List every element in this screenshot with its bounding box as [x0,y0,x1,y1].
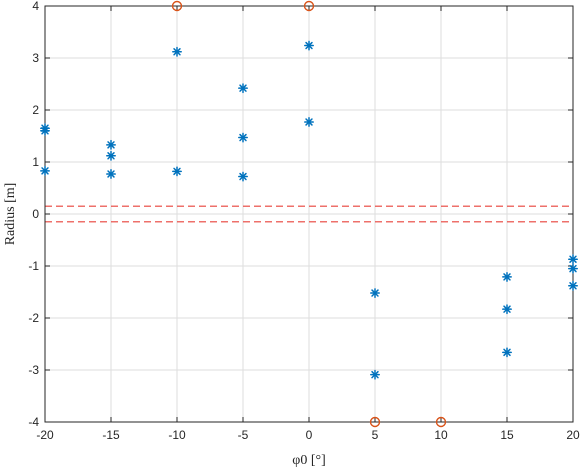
x-tick-label: 5 [372,428,379,442]
star-stroke [239,172,247,181]
x-tick-label: 0 [306,428,313,442]
star-stroke [569,282,577,290]
star-point [370,288,380,298]
star-stroke [173,48,181,56]
star-point [502,304,512,315]
star-point [106,150,116,161]
star-point [238,132,248,143]
star-stroke [503,273,511,281]
star-point [502,347,512,358]
star-point [304,40,314,51]
star-stroke [107,152,115,160]
x-tick-label: 15 [500,428,514,442]
star-stroke [239,84,247,92]
star-stroke [107,141,115,149]
x-tick-label: 10 [434,428,448,442]
star-point [40,165,50,176]
x-tick-label: -15 [102,428,120,442]
star-point [568,254,578,265]
y-tick-label: -3 [28,363,39,377]
circle-point [171,0,183,12]
star-stroke [569,264,577,273]
star-point [40,125,50,136]
x-axis-label: φ0 [°] [292,453,326,468]
circle-point [303,0,315,12]
star-point [106,169,116,179]
star-stroke [107,170,115,178]
x-tick-label: 20 [566,428,580,442]
y-tick-label: 0 [32,207,39,221]
y-axis-label: Radius [m] [3,183,18,246]
y-tick-label: 3 [32,51,39,65]
circle-point [435,416,447,428]
star-stroke [305,118,313,126]
x-tick-label: -5 [238,428,249,442]
grid [44,5,574,423]
star-point [502,271,512,282]
star-stroke [371,370,379,379]
y-tick-label: -2 [28,311,39,325]
star-point [568,280,578,291]
markers [40,0,578,428]
star-stroke [569,255,577,263]
circle-point [369,416,381,428]
y-tick-label: 2 [32,103,39,117]
star-point [304,117,314,127]
star-stroke [239,133,247,142]
star-stroke [173,167,181,176]
star-point [370,369,380,380]
star-point [238,83,248,94]
x-tick-label: -10 [168,428,186,442]
star-stroke [503,348,511,357]
reference-lines [45,205,573,223]
x-tick-label: -20 [36,428,54,442]
star-stroke [41,127,49,135]
star-stroke [503,305,511,313]
ticks [44,5,574,423]
star-point [106,139,116,150]
star-stroke [305,41,313,50]
star-stroke [371,289,379,297]
star-point [172,166,182,177]
star-point [172,46,182,57]
star-stroke [41,167,49,175]
star-point [568,263,578,274]
y-tick-label: 4 [32,0,39,13]
y-tick-label: -4 [28,415,39,429]
y-tick-label: 1 [32,155,39,169]
star-point [238,171,248,182]
y-tick-label: -1 [28,259,39,273]
